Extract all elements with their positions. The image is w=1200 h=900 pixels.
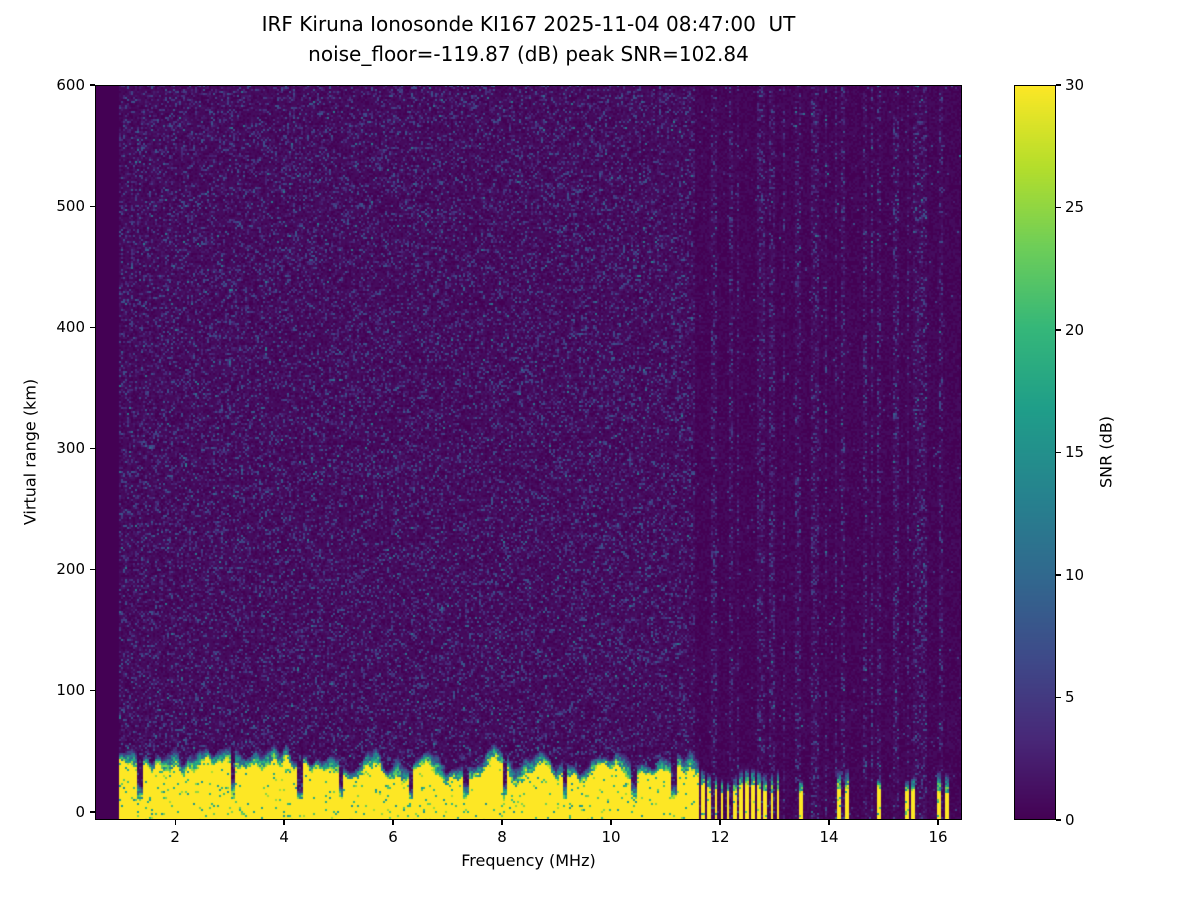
y-tick-label: 100 (56, 681, 85, 700)
y-tick-label: 500 (56, 196, 85, 215)
y-tick-mark (90, 84, 95, 86)
y-tick-mark (90, 447, 95, 450)
chart-title: IRF Kiruna Ionosonde KI167 2025-11-04 08… (261, 12, 796, 36)
y-tick-mark (90, 569, 95, 571)
colorbar-tick-label: 10 (1065, 565, 1085, 584)
colorbar-tick-label: 5 (1065, 688, 1075, 706)
y-tick-label: 300 (56, 439, 85, 457)
x-axis-label: Frequency (MHz) (461, 851, 596, 870)
colorbar-tick-mark (1056, 819, 1061, 821)
x-tick-label: 14 (819, 828, 839, 846)
x-tick-mark (719, 820, 721, 825)
colorbar-gradient (1014, 85, 1056, 820)
colorbar-tick-mark (1056, 574, 1061, 576)
y-tick-mark (90, 811, 95, 813)
x-tick-label: 2 (170, 828, 180, 846)
x-tick-mark (501, 820, 503, 825)
x-tick-mark (828, 820, 830, 825)
x-tick-mark (937, 820, 939, 825)
x-tick-mark (392, 820, 394, 825)
colorbar-tick-mark (1056, 206, 1061, 209)
y-tick-label: 200 (56, 560, 85, 579)
colorbar-tick-label: 30 (1065, 75, 1085, 94)
colorbar-tick-mark (1056, 696, 1061, 699)
x-tick-mark (174, 820, 176, 825)
x-tick-label: 4 (279, 828, 289, 846)
colorbar-tick-label: 0 (1065, 810, 1075, 829)
x-tick-mark (283, 820, 285, 825)
y-tick-label: 0 (75, 802, 85, 821)
colorbar-tick-label: 25 (1065, 198, 1085, 216)
ionogram-heatmap (95, 85, 962, 820)
x-tick-label: 16 (928, 828, 948, 846)
colorbar-tick-mark (1056, 451, 1061, 454)
x-tick-label: 8 (497, 828, 507, 846)
x-tick-label: 12 (710, 828, 730, 846)
colorbar-tick-label: 15 (1065, 443, 1085, 461)
y-tick-label: 400 (56, 317, 85, 336)
x-tick-label: 10 (601, 828, 621, 846)
y-tick-mark (90, 205, 95, 207)
x-tick-mark (610, 820, 612, 825)
colorbar-tick-mark (1056, 329, 1061, 331)
colorbar-tick-label: 20 (1065, 320, 1085, 339)
colorbar-tick-mark (1056, 84, 1061, 86)
y-tick-label: 600 (56, 75, 85, 94)
y-tick-mark (90, 326, 95, 328)
x-tick-label: 6 (388, 828, 398, 846)
y-tick-mark (90, 690, 95, 692)
plot-area (95, 85, 962, 820)
chart-subtitle: noise_floor=-119.87 (dB) peak SNR=102.84 (308, 42, 749, 66)
